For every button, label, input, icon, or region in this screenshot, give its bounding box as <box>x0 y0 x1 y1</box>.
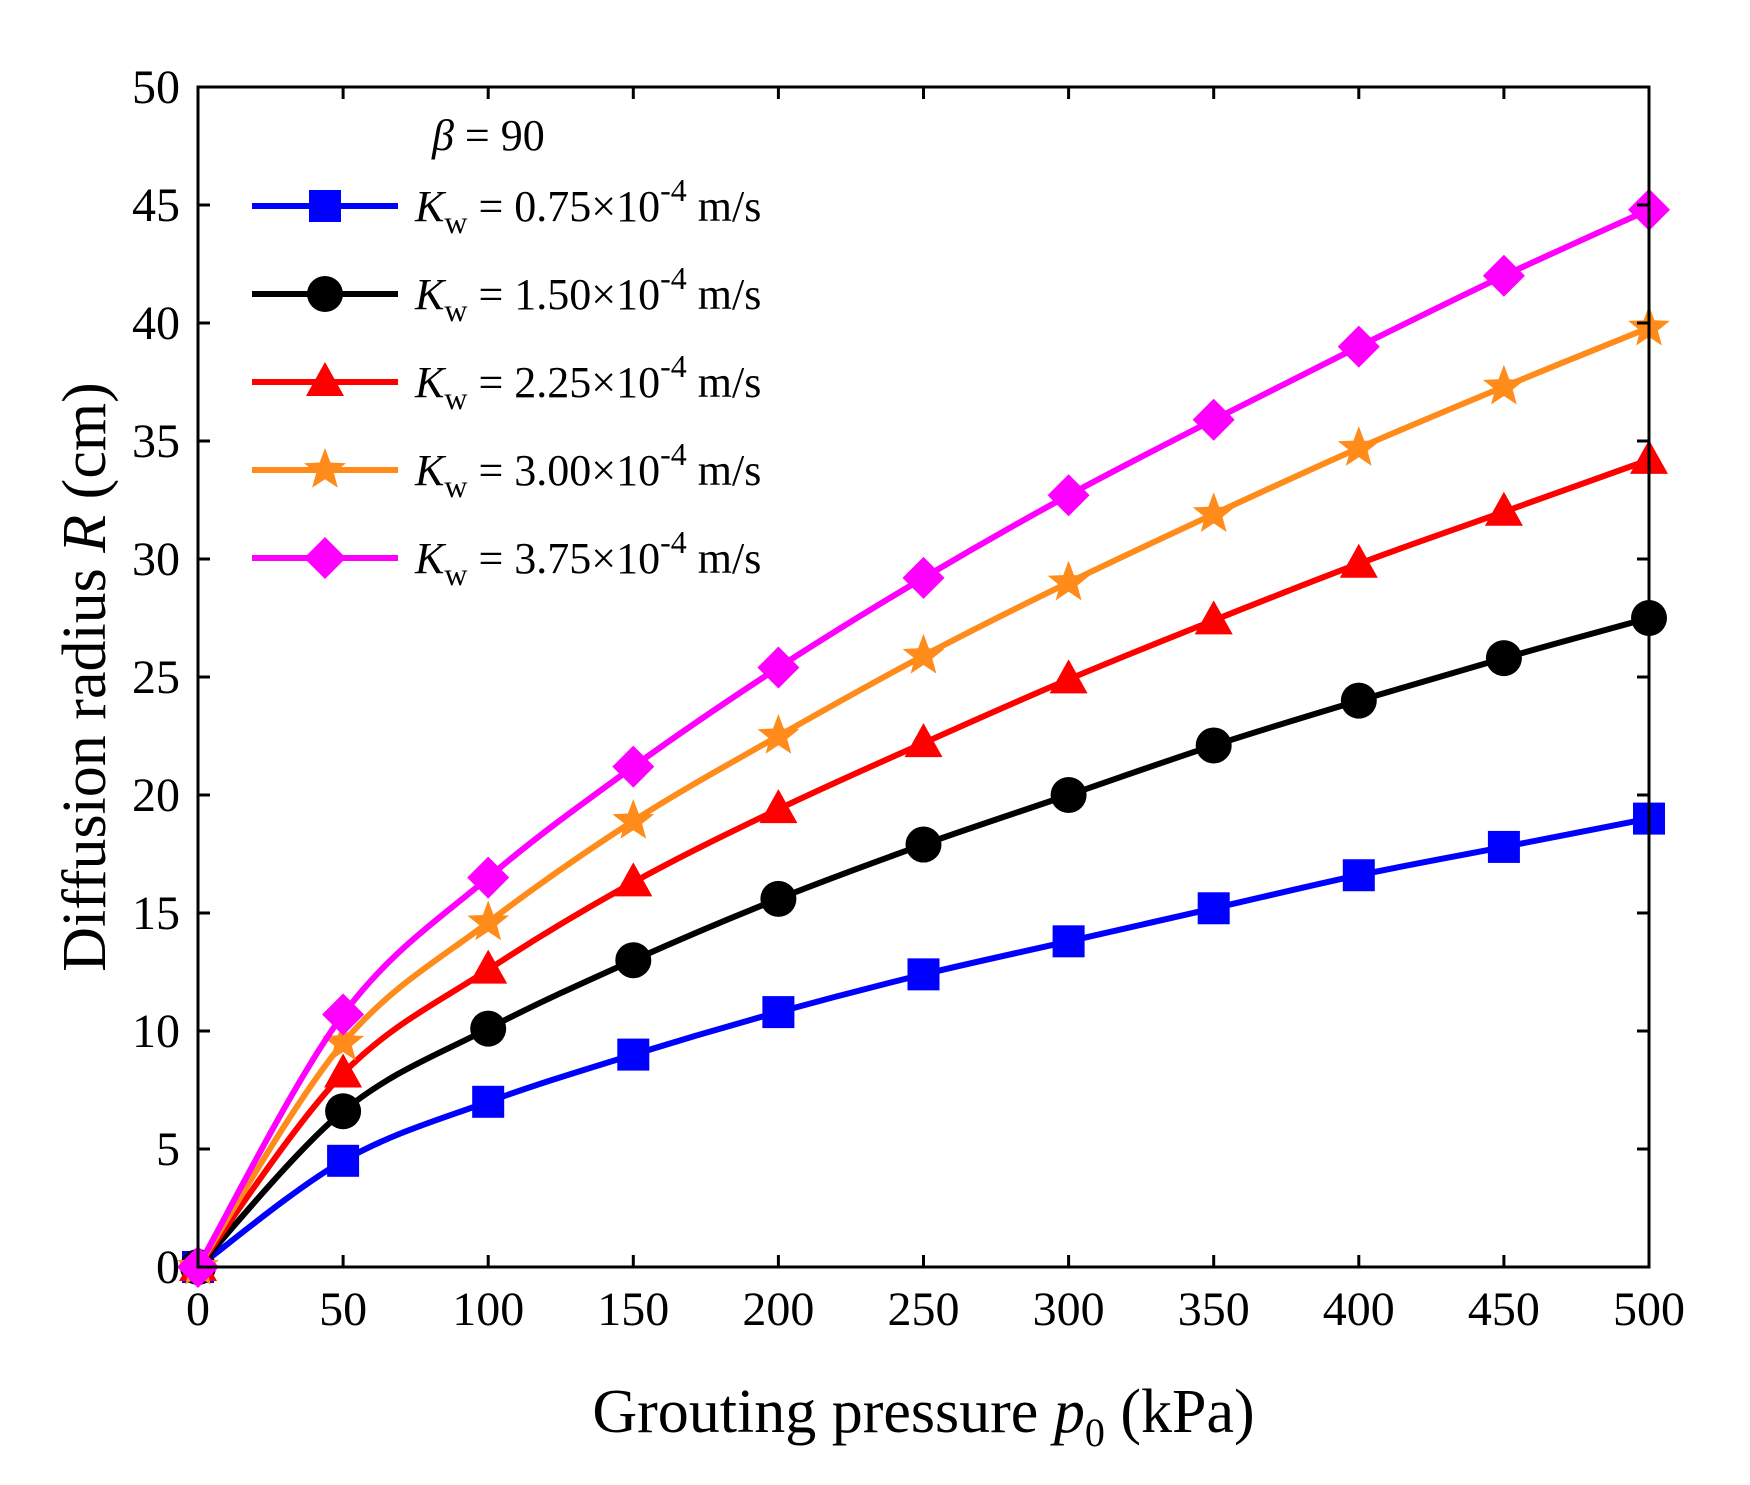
tick-layer: 0 50 100 150 200 250 300 350 400 450 500 0 5 10 15 20 25… <box>132 61 1685 1336</box>
data-point <box>905 826 942 863</box>
data-point <box>612 745 655 788</box>
legend-marker <box>306 362 344 396</box>
y-axis-title: Diffusion radius R (cm) <box>51 382 119 971</box>
data-point <box>1337 426 1380 466</box>
series-layer <box>177 188 1670 1288</box>
y-tick-label: 20 <box>132 769 180 822</box>
legend-header: β = 90 <box>431 111 545 160</box>
legend-marker <box>304 537 346 579</box>
data-point <box>615 942 652 979</box>
data-point <box>470 1010 507 1047</box>
y-tick-label: 25 <box>132 651 180 704</box>
y-tick-label: 45 <box>132 179 180 232</box>
legend-label: Kw = 0.75×10-4 m/s <box>414 172 761 240</box>
y-tick-label: 15 <box>132 887 180 940</box>
data-point <box>327 1144 360 1177</box>
data-point <box>1192 492 1235 532</box>
data-point <box>902 556 945 599</box>
data-point <box>1342 859 1375 892</box>
legend-item: Kw = 3.00×10-4 m/s <box>252 436 761 504</box>
x-tick-label: 250 <box>888 1283 960 1336</box>
data-point <box>1337 325 1380 368</box>
data-point <box>1050 777 1087 813</box>
legend-label: Kw = 3.75×10-4 m/s <box>414 524 761 592</box>
data-point <box>467 900 510 941</box>
legend-label: Kw = 2.25×10-4 m/s <box>414 348 761 416</box>
data-point <box>1197 892 1230 925</box>
data-point <box>469 949 508 984</box>
legend-item: Kw = 0.75×10-4 m/s <box>252 172 761 240</box>
data-point <box>1194 600 1233 635</box>
data-point <box>1192 398 1235 441</box>
y-tick-label: 40 <box>132 297 180 350</box>
legend: β = 90 Kw = 0.75×10-4 m/s Kw = 1.50×10-4 m… <box>252 111 761 592</box>
x-axis-title: Grouting pressure p0 (kPa) <box>592 1378 1254 1455</box>
legend-marker <box>304 448 346 488</box>
legend-marker <box>309 190 341 222</box>
x-tick-label: 400 <box>1323 1283 1395 1336</box>
x-tick-label: 300 <box>1033 1283 1105 1336</box>
data-point <box>757 646 800 689</box>
x-tick-label: 200 <box>742 1283 814 1336</box>
y-tick-label: 35 <box>132 415 180 468</box>
data-point <box>759 789 798 824</box>
data-point <box>1340 682 1377 719</box>
data-point <box>1047 474 1090 517</box>
x-tick-label: 350 <box>1178 1283 1250 1336</box>
series-line <box>195 324 1651 1269</box>
data-point <box>322 1020 364 1061</box>
y-tick-label: 5 <box>156 1123 180 1176</box>
data-point <box>1047 560 1090 601</box>
data-point <box>1052 925 1085 958</box>
series-star <box>177 305 1670 1285</box>
data-point <box>467 856 510 899</box>
series-circle <box>180 600 1667 1285</box>
data-point <box>612 799 655 839</box>
data-point <box>760 880 797 917</box>
x-tick-label: 0 <box>186 1283 210 1336</box>
data-point <box>325 1093 362 1130</box>
x-tick-label: 450 <box>1468 1283 1540 1336</box>
data-point <box>757 714 800 754</box>
legend-label: Kw = 1.50×10-4 m/s <box>414 260 761 328</box>
data-point <box>1485 640 1522 677</box>
data-point <box>1482 254 1525 297</box>
legend-item: Kw = 1.50×10-4 m/s <box>252 260 761 328</box>
y-tick-label: 30 <box>132 533 180 586</box>
data-point <box>1339 543 1378 578</box>
data-point <box>1049 659 1088 694</box>
data-point <box>907 958 940 991</box>
series-line <box>195 206 1651 1269</box>
legend-item: Kw = 3.75×10-4 m/s <box>252 524 761 592</box>
legend-marker <box>307 276 343 312</box>
data-point <box>904 723 943 758</box>
series-diamond <box>177 188 1670 1288</box>
series-line <box>195 615 1650 1270</box>
x-tick-label: 100 <box>452 1283 524 1336</box>
legend-item: Kw = 2.25×10-4 m/s <box>252 348 761 416</box>
data-point <box>324 1053 363 1088</box>
y-tick-label: 0 <box>156 1241 180 1294</box>
y-tick-label: 50 <box>132 61 180 114</box>
y-tick-label: 10 <box>132 1005 180 1058</box>
x-tick-label: 150 <box>597 1283 669 1336</box>
data-point <box>614 862 653 897</box>
data-point <box>902 633 945 674</box>
data-point <box>617 1038 650 1071</box>
data-point <box>1484 491 1523 526</box>
legend-label: Kw = 3.00×10-4 m/s <box>414 436 761 504</box>
series-line <box>196 815 1650 1270</box>
data-point <box>322 993 365 1036</box>
data-point <box>762 996 795 1029</box>
x-tick-label: 50 <box>319 1283 367 1336</box>
data-point <box>472 1085 505 1118</box>
series-square <box>182 802 1665 1283</box>
x-tick-label: 500 <box>1613 1283 1685 1336</box>
series-line <box>195 457 1651 1269</box>
data-point <box>1195 727 1232 764</box>
data-point <box>1487 830 1520 863</box>
data-point <box>1483 364 1525 405</box>
